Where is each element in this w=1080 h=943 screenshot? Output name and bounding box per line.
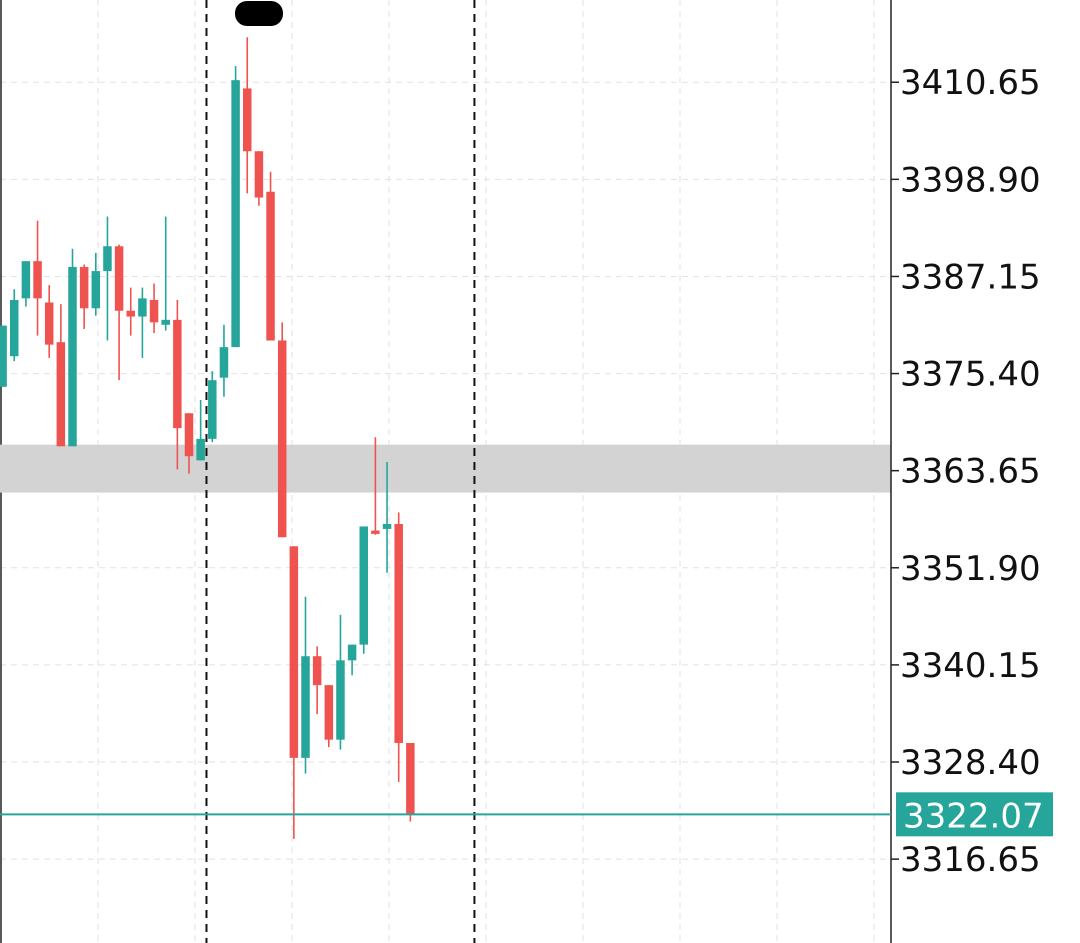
candle — [336, 614, 345, 750]
candle — [347, 644, 357, 676]
candle-body — [382, 523, 392, 529]
candle-body — [277, 340, 287, 538]
price-tick-label: 3328.40 — [900, 743, 1041, 783]
candle-body — [91, 271, 101, 309]
candle — [266, 171, 275, 341]
candle-body — [196, 438, 205, 461]
candle-body — [219, 347, 229, 378]
candle-body — [126, 310, 135, 317]
price-tick-label: 3410.65 — [900, 63, 1041, 103]
candle — [138, 287, 147, 358]
candle — [10, 289, 19, 362]
top-marker-badge — [235, 1, 283, 26]
price-axis-labels: 3410.65 3398.90 3387.15 3375.40 3363.65 3351.… — [891, 63, 1041, 880]
price-tick-label: 3340.15 — [900, 646, 1041, 686]
vertical-markers — [205, 0, 476, 943]
candle-body — [289, 546, 299, 758]
price-tick-label: 3316.65 — [900, 840, 1041, 880]
candle-body — [208, 380, 217, 439]
candle — [79, 264, 89, 329]
candle — [68, 248, 77, 447]
candle-body — [33, 261, 42, 299]
candle-body — [44, 302, 54, 345]
candle-body — [243, 88, 252, 152]
candle — [21, 261, 31, 307]
candle — [149, 283, 159, 334]
candle — [161, 216, 170, 331]
candle — [208, 371, 217, 443]
candle — [44, 285, 54, 358]
candle — [219, 324, 229, 397]
candle-body — [254, 151, 264, 198]
candle — [103, 216, 112, 341]
candle-body — [114, 246, 124, 311]
candle — [394, 512, 403, 782]
candle-body — [266, 191, 275, 341]
candle-body — [161, 319, 170, 325]
candle — [371, 437, 380, 535]
candle-body — [312, 656, 322, 686]
candle-body — [138, 298, 147, 317]
candle — [324, 685, 334, 748]
candle-body — [406, 742, 415, 815]
candle-body — [10, 300, 19, 357]
price-tick-label: 3375.40 — [900, 355, 1041, 395]
candle — [231, 66, 240, 348]
candle — [91, 252, 101, 316]
candle-body — [68, 266, 77, 447]
candle — [254, 151, 264, 206]
highlight-band — [0, 444, 891, 493]
candle-body — [56, 342, 66, 447]
price-tick-label: 3398.90 — [900, 160, 1041, 200]
candles — [0, 37, 415, 839]
candle-body — [173, 319, 182, 429]
candle — [406, 742, 415, 822]
candle — [126, 287, 135, 336]
candle-body — [301, 656, 310, 758]
candle — [382, 461, 392, 573]
candle-body — [231, 80, 240, 348]
candle-body — [0, 325, 7, 387]
candle — [196, 400, 205, 461]
candle — [243, 37, 252, 194]
candle — [277, 322, 287, 538]
current-price-label: 3322.07 — [903, 796, 1044, 836]
candle — [56, 304, 66, 447]
candle-body — [21, 261, 31, 299]
candle — [114, 244, 124, 381]
candle-body — [347, 644, 357, 661]
candle-body — [336, 660, 345, 740]
candle-body — [149, 300, 159, 323]
candle — [173, 300, 182, 470]
candle — [0, 325, 7, 387]
candle — [312, 646, 322, 715]
price-tick-label: 3351.90 — [900, 549, 1041, 589]
current-price-tag: 3322.07 — [896, 792, 1053, 837]
candle — [184, 413, 194, 474]
candle-body — [371, 530, 380, 534]
candle-body — [394, 523, 403, 743]
price-tick-label: 3387.15 — [900, 257, 1041, 297]
candle — [359, 526, 368, 654]
current-price-tag-background — [896, 792, 1053, 837]
candle-body — [103, 246, 112, 272]
candle-body — [79, 266, 89, 309]
candle — [289, 546, 299, 839]
candle — [301, 596, 310, 774]
candle-body — [324, 685, 334, 740]
candle — [33, 220, 42, 336]
price-tick-label: 3363.65 — [900, 452, 1041, 492]
candle-body — [359, 526, 368, 645]
candle-body — [184, 413, 194, 457]
